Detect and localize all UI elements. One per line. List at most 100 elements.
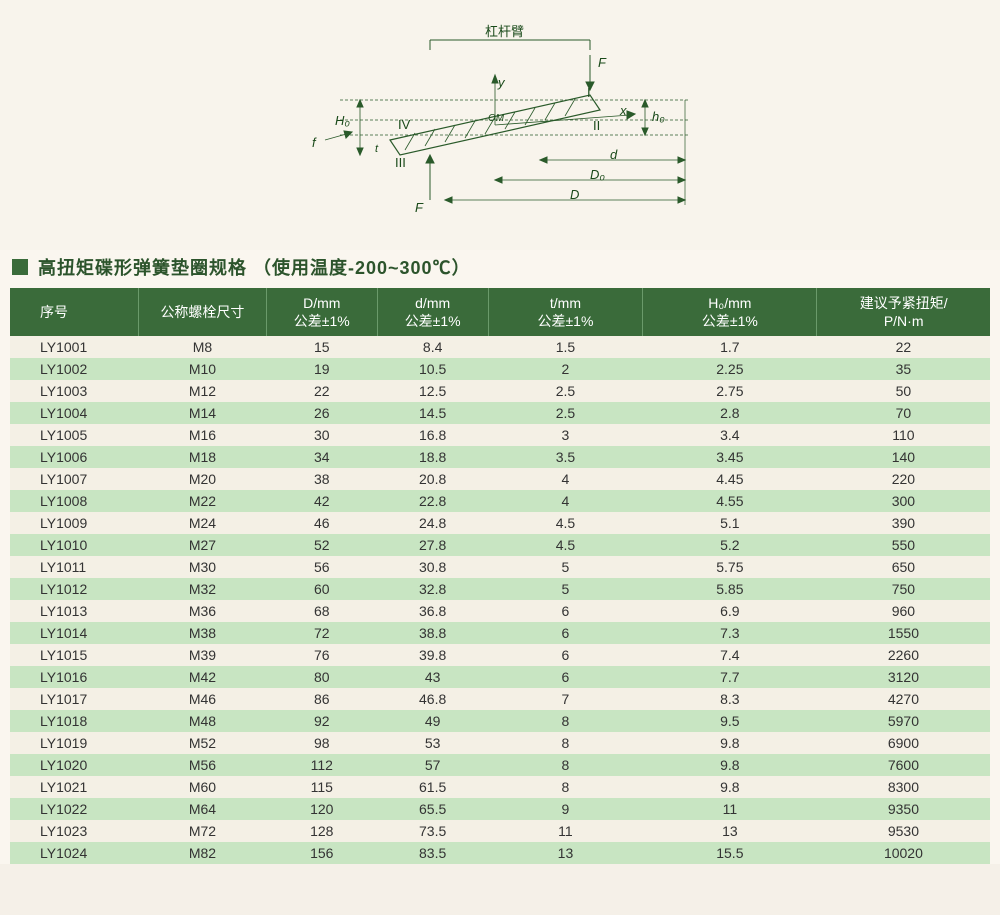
table-cell: LY1018 xyxy=(10,710,139,732)
table-cell: 6 xyxy=(488,622,643,644)
table-cell: LY1017 xyxy=(10,688,139,710)
table-cell: LY1019 xyxy=(10,732,139,754)
table-cell: 15.5 xyxy=(643,842,817,864)
title-bullet-icon xyxy=(12,259,28,275)
table-cell: LY1004 xyxy=(10,402,139,424)
table-cell: 30.8 xyxy=(377,556,488,578)
table-cell: 1550 xyxy=(817,622,990,644)
table-row: LY1005M163016.833.4110 xyxy=(10,424,990,446)
table-cell: 4.5 xyxy=(488,534,643,556)
table-cell: LY1011 xyxy=(10,556,139,578)
table-cell: 61.5 xyxy=(377,776,488,798)
table-cell: M82 xyxy=(139,842,267,864)
column-header: d/mm公差±1% xyxy=(377,288,488,336)
table-row: LY1001M8158.41.51.722 xyxy=(10,336,990,358)
table-cell: 39.8 xyxy=(377,644,488,666)
table-cell: M16 xyxy=(139,424,267,446)
table-cell: LY1012 xyxy=(10,578,139,600)
table-cell: 38.8 xyxy=(377,622,488,644)
column-header: D/mm公差±1% xyxy=(266,288,377,336)
table-cell: LY1002 xyxy=(10,358,139,380)
table-cell: 98 xyxy=(266,732,377,754)
table-cell: 220 xyxy=(817,468,990,490)
table-cell: M39 xyxy=(139,644,267,666)
spec-table: 序号公称螺栓尺寸D/mm公差±1%d/mm公差±1%t/mm公差±1%H₀/mm… xyxy=(10,288,990,864)
label-F-bottom: F xyxy=(415,200,423,215)
table-cell: M38 xyxy=(139,622,267,644)
label-OM: OM xyxy=(488,113,504,124)
table-cell: 8 xyxy=(488,776,643,798)
table-cell: 4 xyxy=(488,468,643,490)
table-cell: 30 xyxy=(266,424,377,446)
table-cell: 26 xyxy=(266,402,377,424)
label-h0: h₀ xyxy=(652,109,665,124)
label-D: D xyxy=(570,187,579,202)
table-cell: LY1006 xyxy=(10,446,139,468)
table-cell: 4270 xyxy=(817,688,990,710)
table-cell: 5970 xyxy=(817,710,990,732)
table-cell: 2260 xyxy=(817,644,990,666)
table-cell: M32 xyxy=(139,578,267,600)
table-row: LY1006M183418.83.53.45140 xyxy=(10,446,990,468)
table-cell: LY1024 xyxy=(10,842,139,864)
table-cell: 9.5 xyxy=(643,710,817,732)
table-cell: 112 xyxy=(266,754,377,776)
table-row: LY1012M326032.855.85750 xyxy=(10,578,990,600)
table-cell: 53 xyxy=(377,732,488,754)
cross-section-diagram: 杠杆臂 F F f H₀ h₀ I II III IV OM x y t d D… xyxy=(290,25,710,225)
column-header: 序号 xyxy=(10,288,139,336)
label-III: III xyxy=(395,155,406,170)
table-cell: 9 xyxy=(488,798,643,820)
table-cell: 7 xyxy=(488,688,643,710)
table-cell: 76 xyxy=(266,644,377,666)
table-cell: 5 xyxy=(488,578,643,600)
table-cell: M8 xyxy=(139,336,267,358)
table-cell: M24 xyxy=(139,512,267,534)
table-cell: 650 xyxy=(817,556,990,578)
table-cell: M36 xyxy=(139,600,267,622)
table-cell: LY1009 xyxy=(10,512,139,534)
table-cell: 70 xyxy=(817,402,990,424)
table-cell: 110 xyxy=(817,424,990,446)
table-cell: 9.8 xyxy=(643,776,817,798)
table-cell: 750 xyxy=(817,578,990,600)
table-cell: 5.1 xyxy=(643,512,817,534)
table-cell: M56 xyxy=(139,754,267,776)
table-cell: 72 xyxy=(266,622,377,644)
label-II: II xyxy=(593,118,600,133)
table-cell: LY1015 xyxy=(10,644,139,666)
table-cell: M30 xyxy=(139,556,267,578)
table-cell: 2.5 xyxy=(488,402,643,424)
table-cell: 35 xyxy=(817,358,990,380)
table-cell: 300 xyxy=(817,490,990,512)
table-cell: 12.5 xyxy=(377,380,488,402)
table-cell: 1.7 xyxy=(643,336,817,358)
table-cell: 56 xyxy=(266,556,377,578)
table-cell: 13 xyxy=(643,820,817,842)
table-cell: M64 xyxy=(139,798,267,820)
table-cell: 3.4 xyxy=(643,424,817,446)
table-cell: LY1020 xyxy=(10,754,139,776)
table-cell: 5 xyxy=(488,556,643,578)
table-cell: 5.2 xyxy=(643,534,817,556)
table-cell: 4 xyxy=(488,490,643,512)
table-cell: M22 xyxy=(139,490,267,512)
table-cell: LY1013 xyxy=(10,600,139,622)
table-cell: 5.75 xyxy=(643,556,817,578)
table-row: LY1023M7212873.511139530 xyxy=(10,820,990,842)
table-cell: LY1023 xyxy=(10,820,139,842)
table-cell: 8 xyxy=(488,732,643,754)
table-body: LY1001M8158.41.51.722LY1002M101910.522.2… xyxy=(10,336,990,864)
label-I: I xyxy=(587,85,591,100)
table-cell: 9530 xyxy=(817,820,990,842)
table-cell: M52 xyxy=(139,732,267,754)
table-cell: M60 xyxy=(139,776,267,798)
label-f: f xyxy=(312,135,316,150)
table-cell: 19 xyxy=(266,358,377,380)
table-cell: 42 xyxy=(266,490,377,512)
table-cell: 34 xyxy=(266,446,377,468)
table-cell: 8300 xyxy=(817,776,990,798)
table-cell: 7600 xyxy=(817,754,990,776)
diagram-svg xyxy=(290,25,710,225)
label-x: x xyxy=(620,103,627,118)
